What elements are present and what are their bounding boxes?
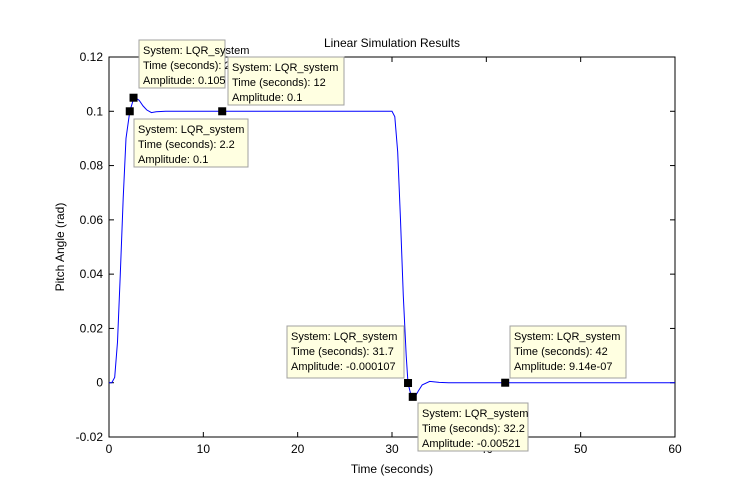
datatip-marker <box>218 107 227 116</box>
y-tick-label: 0.12 <box>80 50 104 64</box>
datatip-system: System: LQR_system <box>291 331 397 343</box>
datatip-box <box>138 39 226 89</box>
datatip-system: System: LQR_system <box>138 124 244 136</box>
x-tick-label: 60 <box>668 442 682 456</box>
datatip-box <box>133 118 249 168</box>
y-tick-label: -0.02 <box>76 430 104 444</box>
datatip-amplitude: Amplitude: -0.00521 <box>422 438 520 450</box>
datatip-marker <box>125 107 134 116</box>
datatip-time: Time (seconds): 2.2 <box>138 139 235 151</box>
y-axis-label: Pitch Angle (rad) <box>53 203 67 292</box>
datatip-box <box>227 56 345 106</box>
datatip-box <box>286 325 405 379</box>
datatip: System: LQR_system Time (seconds): 12 Ampl… <box>227 56 345 106</box>
x-tick-label: 30 <box>385 442 399 456</box>
datatip-system: System: LQR_system <box>143 45 249 57</box>
x-tick-label: 10 <box>197 442 211 456</box>
datatip-amplitude: Amplitude: 0.105 <box>143 75 226 87</box>
series-line-LQR_system <box>109 97 675 398</box>
datatip-marker <box>501 378 510 387</box>
x-tick-label: 20 <box>291 442 305 456</box>
datatip-amplitude: Amplitude: 9.14e-07 <box>514 361 612 373</box>
datatip-system: System: LQR_system <box>422 408 528 420</box>
y-tick-label: 0.06 <box>80 213 104 227</box>
datatip-amplitude: Amplitude: 0.1 <box>232 92 302 104</box>
y-tick-label: 0.08 <box>80 159 104 173</box>
y-tick-label: 0.02 <box>80 321 104 335</box>
plot-area <box>108 56 676 438</box>
y-tick-label: 0.04 <box>80 267 104 281</box>
datatip-box <box>417 402 529 452</box>
datatip-marker <box>404 379 413 388</box>
y-tick-label: 0.1 <box>86 104 103 118</box>
datatip-time: Time (seconds): 32.2 <box>422 423 525 435</box>
x-tick-label: 0 <box>106 442 113 456</box>
datatip-amplitude: Amplitude: -0.000107 <box>291 361 396 373</box>
datatip: System: LQR_system Time (seconds): 42 Ampl… <box>509 325 627 379</box>
x-tick-label: 50 <box>574 442 588 456</box>
datatip-time: Time (seconds): 31.7 <box>291 346 394 358</box>
datatip-time: Time (seconds): 12 <box>232 77 326 89</box>
datatip-time: Time (seconds): 42 <box>514 346 608 358</box>
datatip-marker <box>408 392 417 401</box>
datatip: System: LQR_system Time (seconds): 32.2 Am… <box>417 402 529 452</box>
datatip-time: Time (seconds): 2 <box>143 60 231 72</box>
datatip-marker <box>129 93 138 102</box>
datatip-system: System: LQR_system <box>514 331 620 343</box>
datatip: System: LQR_system Time (seconds): 2.2 Amp… <box>133 118 249 168</box>
datatip: System: LQR_system Time (seconds): 31.7 Am… <box>286 325 405 379</box>
y-tick-label: 0 <box>96 376 103 390</box>
datatip-system: System: LQR_system <box>232 62 338 74</box>
chart-title: Linear Simulation Results <box>324 36 460 50</box>
datatip-amplitude: Amplitude: 0.1 <box>138 154 208 166</box>
datatip: System: LQR_system Time (seconds): 2 Ampli… <box>138 39 249 89</box>
datatip-box <box>509 325 627 379</box>
x-axis-label: Time (seconds) <box>351 462 433 476</box>
